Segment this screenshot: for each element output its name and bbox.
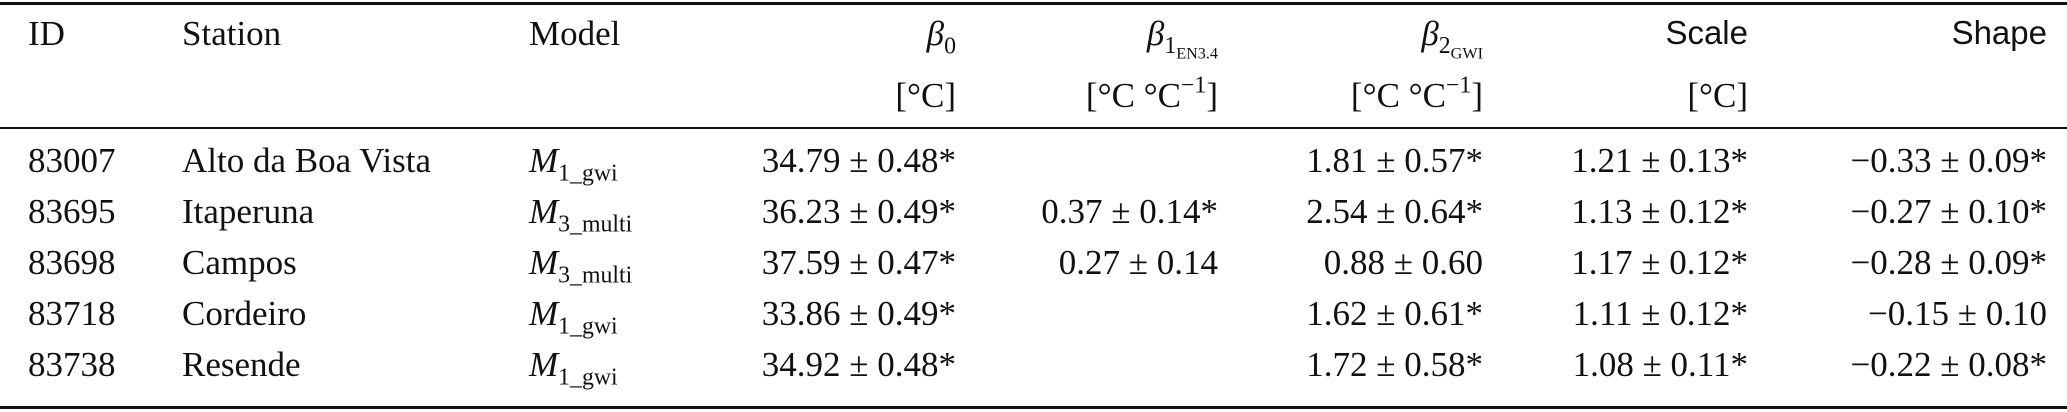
header-rule (0, 127, 2067, 129)
beta1-unit-exp: −1 (1181, 72, 1207, 99)
col-header-scale: Scale (1665, 14, 1748, 51)
cell-scale: 1.11 ± 0.12* (1572, 294, 1748, 333)
table-row: 83698 Campos M3_multi 37.59 ± 0.47* 0.27 ± 0… (0, 243, 2067, 294)
cell-station: Resende (182, 345, 301, 384)
cell-beta2: 1.81 ± 0.57* (1306, 141, 1483, 180)
cell-id: 83695 (28, 192, 116, 231)
beta2-sub-index: 2 (1438, 33, 1451, 60)
cell-beta1 (956, 294, 1218, 345)
table-row: 83718 Cordeiro M1_gwi 33.86 ± 0.49* 1.62 ± 0… (0, 294, 2067, 345)
cell-model: M1_gwi (529, 294, 704, 345)
cell-id: 83738 (28, 345, 116, 384)
cell-beta1: 0.37 ± 0.14* (1041, 192, 1218, 231)
beta2-unit-main: [°C °C (1350, 76, 1447, 115)
model-base: M (529, 345, 559, 384)
cell-model: M3_multi (529, 243, 704, 294)
col-header-station: Station (182, 14, 282, 53)
cell-beta2: 1.62 ± 0.61* (1306, 294, 1483, 333)
cell-shape: −0.28 ± 0.09* (1850, 243, 2047, 282)
cell-beta0: 34.79 ± 0.48* (761, 141, 956, 180)
beta1-sub-index: 1 (1164, 33, 1177, 60)
beta0-subscript: 0 (944, 33, 956, 60)
top-rule (0, 2, 2067, 5)
cell-beta1: 0.27 ± 0.14 (1058, 243, 1218, 282)
table-row: 83738 Resende M1_gwi 34.92 ± 0.48* 1.72 ± 0.… (0, 345, 2067, 396)
beta2-unit: [°C °C−1] (1218, 72, 1483, 126)
table-body: 83007 Alto da Boa Vista M1_gwi 34.79 ± 0.48… (0, 126, 2067, 396)
cell-beta0: 37.59 ± 0.47* (761, 243, 956, 282)
beta2-symbol: β (1421, 14, 1439, 53)
table-row: 83007 Alto da Boa Vista M1_gwi 34.79 ± 0.48… (0, 141, 2067, 192)
cell-beta2: 1.72 ± 0.58* (1306, 345, 1483, 384)
beta2-unit-close: ] (1471, 76, 1483, 115)
col-header-model: Model (529, 14, 621, 53)
beta0-unit: [°C] (895, 76, 956, 115)
beta1-unit-close: ] (1206, 76, 1218, 115)
model-base: M (529, 192, 559, 231)
col-header-shape: Shape (1951, 14, 2047, 51)
cell-beta2: 0.88 ± 0.60 (1323, 243, 1483, 282)
model-base: M (529, 243, 559, 282)
col-header-beta0: β0 (704, 0, 956, 76)
cell-beta2: 2.54 ± 0.64* (1306, 192, 1483, 231)
beta1-unit-main: [°C °C (1085, 76, 1182, 115)
table-header: ID Station Model β0 β1EN3.4 β2GWI Scale … (0, 0, 2067, 126)
cell-id: 83698 (28, 243, 116, 282)
scale-unit: [°C] (1687, 76, 1748, 115)
beta1-symbol: β (1146, 14, 1165, 53)
beta2-subscript: 2GWI (1438, 33, 1483, 62)
cell-model: M1_gwi (529, 141, 704, 192)
cell-station: Cordeiro (182, 294, 307, 333)
cell-shape: −0.27 ± 0.10* (1850, 192, 2047, 231)
cell-scale: 1.13 ± 0.12* (1571, 192, 1748, 231)
beta2-unit-exp: −1 (1446, 72, 1472, 99)
cell-model: M3_multi (529, 192, 704, 243)
cell-station: Campos (182, 243, 297, 282)
bottom-rule (0, 406, 2067, 409)
cell-beta1 (956, 141, 1218, 192)
model-subscript: 3_multi (558, 211, 633, 238)
cell-shape: −0.33 ± 0.09* (1850, 141, 2047, 180)
cell-id: 83007 (28, 141, 116, 180)
cell-shape: −0.15 ± 0.10 (1868, 294, 2047, 333)
cell-beta0: 36.23 ± 0.49* (761, 192, 956, 231)
cell-model: M1_gwi (529, 345, 704, 396)
beta2-subsub: GWI (1450, 45, 1483, 63)
table-row: 83695 Itaperuna M3_multi 36.23 ± 0.49* 0.37 … (0, 192, 2067, 243)
cell-scale: 1.21 ± 0.13* (1571, 141, 1748, 180)
beta1-subscript: 1EN3.4 (1164, 33, 1218, 62)
cell-scale: 1.17 ± 0.12* (1571, 243, 1748, 282)
cell-scale: 1.08 ± 0.11* (1572, 345, 1748, 384)
model-base: M (529, 294, 559, 333)
beta1-subsub: EN3.4 (1176, 45, 1218, 63)
model-subscript: 1_gwi (558, 160, 618, 187)
beta0-symbol: β (926, 14, 945, 53)
model-subscript: 1_gwi (558, 364, 618, 391)
col-header-beta1: β1EN3.4 (956, 0, 1218, 76)
model-base: M (529, 141, 559, 180)
col-header-beta2: β2GWI (1218, 0, 1483, 76)
cell-beta1 (956, 345, 1218, 396)
cell-station: Itaperuna (182, 192, 315, 231)
model-subscript: 3_multi (558, 262, 633, 289)
cell-station: Alto da Boa Vista (182, 141, 432, 180)
beta1-unit: [°C °C−1] (956, 72, 1218, 126)
model-subscript: 1_gwi (558, 313, 618, 340)
cell-shape: −0.22 ± 0.08* (1850, 345, 2047, 384)
results-table: ID Station Model β0 β1EN3.4 β2GWI Scale … (0, 0, 2067, 396)
col-header-id: ID (28, 14, 65, 53)
cell-id: 83718 (28, 294, 116, 333)
cell-beta0: 34.92 ± 0.48* (761, 345, 956, 384)
cell-beta0: 33.86 ± 0.49* (761, 294, 956, 333)
